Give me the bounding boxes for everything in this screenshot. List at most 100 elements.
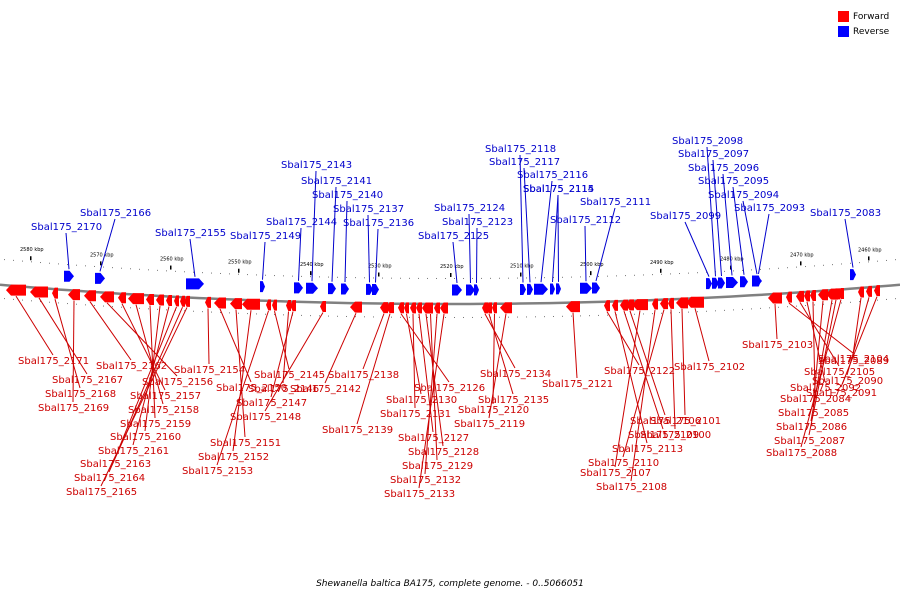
forward-gene-arrow xyxy=(858,286,864,298)
scale-dot xyxy=(301,275,302,277)
kbp-tick-mark xyxy=(30,256,32,261)
reverse-gene-label: Sbal175_2094 xyxy=(708,190,779,201)
reverse-gene-leader xyxy=(712,159,722,277)
forward-gene-leader xyxy=(418,313,445,489)
legend-forward-swatch xyxy=(838,11,849,22)
forward-gene-leader xyxy=(810,300,833,422)
forward-gene-leader xyxy=(488,313,514,395)
scale-dot xyxy=(445,316,446,318)
scale-dot xyxy=(697,272,698,274)
scale-dot xyxy=(796,305,797,307)
reverse-gene-label: Sbal175_2125 xyxy=(418,231,489,242)
scale-dot xyxy=(508,316,509,318)
forward-gene-arrow xyxy=(214,297,226,309)
scale-dot xyxy=(526,277,527,279)
forward-gene-arrow xyxy=(566,301,580,313)
forward-gene-label: Sbal175_2150 xyxy=(216,383,287,394)
scale-dot xyxy=(463,316,464,318)
forward-gene-label: Sbal175_2091 xyxy=(806,388,877,399)
scale-dot xyxy=(76,303,77,305)
legend-forward-label: Forward xyxy=(853,11,890,22)
scale-dot xyxy=(535,277,536,279)
scale-dot xyxy=(886,259,887,261)
forward-gene-leader xyxy=(232,310,252,452)
forward-gene-label: Sbal175_2126 xyxy=(414,383,485,394)
scale-dot xyxy=(589,315,590,317)
scale-dot xyxy=(337,276,338,278)
scale-dot xyxy=(202,272,203,274)
scale-dot xyxy=(364,277,365,279)
forward-gene-label: Sbal175_2122 xyxy=(604,366,675,377)
reverse-gene-leader xyxy=(311,170,317,282)
reverse-gene-leader xyxy=(722,173,733,276)
scale-dot xyxy=(778,306,779,308)
scale-dot xyxy=(823,303,824,305)
scale-dot xyxy=(616,275,617,277)
forward-gene-label: Sbal175_2120 xyxy=(458,405,529,416)
forward-gene-arrow xyxy=(398,302,404,314)
reverse-gene-leader xyxy=(742,200,758,275)
scale-dot xyxy=(733,270,734,272)
kbp-tick-label: 2520 kbp xyxy=(440,264,464,270)
reverse-gene-label: Sbal175_2170 xyxy=(31,222,102,233)
scale-dot xyxy=(319,315,320,317)
forward-gene-label: Sbal175_2169 xyxy=(38,403,109,414)
forward-gene-leader xyxy=(100,307,188,487)
forward-gene-label: Sbal175_2131 xyxy=(380,409,451,420)
kbp-tick-mark xyxy=(868,256,870,261)
scale-dot xyxy=(850,262,851,264)
forward-gene-arrow xyxy=(266,299,271,311)
scale-dot xyxy=(103,305,104,307)
reverse-gene-label: Sbal175_2136 xyxy=(343,218,414,229)
reverse-gene-label: Sbal175_2155 xyxy=(155,228,226,239)
forward-gene-label: Sbal175_2109 xyxy=(628,430,699,441)
scale-dot xyxy=(877,260,878,262)
reverse-gene-leader xyxy=(468,213,471,283)
scale-dot xyxy=(328,276,329,278)
forward-gene-label: Sbal175_2087 xyxy=(774,436,845,447)
forward-gene-arrow xyxy=(612,299,618,311)
scale-dot xyxy=(148,308,149,310)
reverse-gene-leader xyxy=(552,194,559,283)
scale-dot xyxy=(733,309,734,311)
scale-dot xyxy=(418,316,419,318)
forward-gene-leader xyxy=(418,313,434,433)
reverse-gene-arrow xyxy=(260,281,265,293)
scale-dot xyxy=(517,277,518,279)
scale-dot xyxy=(886,298,887,300)
scale-dot xyxy=(526,316,527,318)
forward-gene-label: Sbal175_2158 xyxy=(128,405,199,416)
reverse-gene-label: Sbal175_2115 xyxy=(523,184,594,195)
scale-dot xyxy=(256,274,257,276)
forward-gene-leader xyxy=(774,303,778,340)
forward-gene-label: Sbal175_2128 xyxy=(408,447,479,458)
reverse-gene-leader xyxy=(519,154,524,283)
scale-dot xyxy=(265,274,266,276)
forward-gene-arrow xyxy=(652,298,658,310)
kbp-tick-mark xyxy=(310,271,312,276)
reverse-gene-arrow xyxy=(186,278,204,290)
forward-gene-arrow xyxy=(768,292,782,304)
scale-dot xyxy=(832,264,833,266)
scale-dot xyxy=(238,312,239,314)
forward-gene-label: Sbal175_2107 xyxy=(580,468,651,479)
forward-gene-leader xyxy=(424,313,438,475)
forward-gene-leader xyxy=(840,296,878,388)
scale-dot xyxy=(580,315,581,317)
kbp-tick-label: 2490 kbp xyxy=(650,260,674,266)
forward-gene-arrow xyxy=(500,302,512,314)
scale-dot xyxy=(445,277,446,279)
forward-gene-arrow xyxy=(796,290,804,302)
forward-gene-label: Sbal175_2134 xyxy=(480,369,551,380)
scale-dot xyxy=(31,300,32,302)
scale-dot xyxy=(481,277,482,279)
reverse-gene-arrow xyxy=(366,283,373,295)
scale-dot xyxy=(49,301,50,303)
scale-dot xyxy=(688,272,689,274)
forward-gene-arrow xyxy=(626,299,634,311)
scale-dot xyxy=(715,310,716,312)
forward-gene-arrow xyxy=(866,285,872,297)
forward-gene-arrow xyxy=(52,287,58,299)
reverse-gene-leader xyxy=(367,214,370,283)
